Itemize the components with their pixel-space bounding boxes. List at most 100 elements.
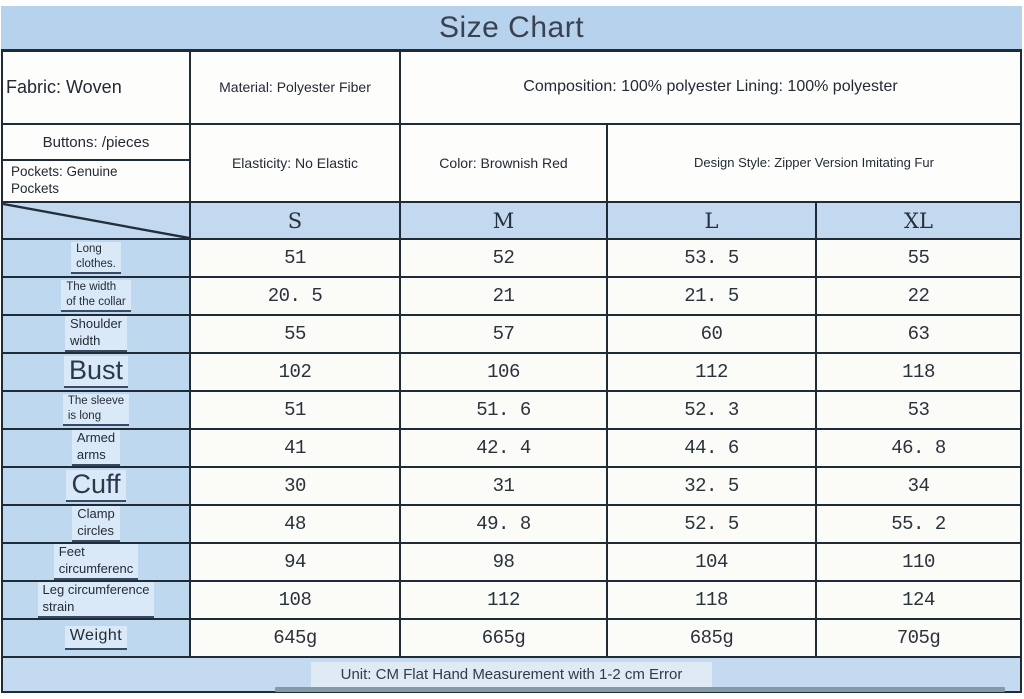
size-value-cell: 53. 5	[608, 240, 817, 276]
row-label: Bust	[63, 355, 129, 389]
size-value-cell: 104	[608, 544, 817, 580]
size-value-cell: 63	[817, 316, 1020, 352]
row-label: Cuff	[66, 469, 126, 503]
size-value-cell: 118	[608, 582, 817, 618]
size-header-m: M	[401, 203, 608, 238]
size-value-cell: 44. 6	[608, 430, 817, 466]
size-value-cell: 42. 4	[401, 430, 608, 466]
row-label-cell: Feet circumferenc	[3, 543, 191, 581]
row-label: Weight	[64, 626, 128, 650]
row-label: Armed arms	[71, 429, 121, 467]
material-cell: Material: Polyester Fiber	[191, 52, 401, 123]
table-row-leg-circumference: Leg circumference strain 108 112 118 124	[3, 581, 1020, 620]
size-value-cell: 34	[817, 468, 1020, 504]
size-value-cell: 21. 5	[608, 278, 817, 314]
size-value-cell: 20. 5	[191, 278, 401, 314]
product-info-table: Fabric: Woven Material: Polyester Fiber …	[1, 52, 1022, 203]
row-label: Shoulder width	[64, 315, 128, 353]
size-value-cell: 21	[401, 278, 608, 314]
table-row-long-clothes: Long clothes. 51 52 53. 5 55	[3, 240, 1020, 278]
size-value-cell: 705g	[817, 620, 1020, 656]
table-row-armed-arms: Armed arms 41 42. 4 44. 6 46. 8	[3, 429, 1020, 468]
size-value-cell: 118	[817, 354, 1020, 390]
buttons-pockets-stack: Buttons: /pieces Pockets: Genuine Pocket…	[3, 125, 191, 201]
row-label: Long clothes.	[71, 241, 121, 275]
size-value-cell: 685g	[608, 620, 817, 656]
size-value-cell: 41	[191, 430, 401, 466]
size-value-cell: 110	[817, 544, 1020, 580]
size-header-row: S M L XL	[3, 203, 1020, 240]
size-value-cell: 48	[191, 506, 401, 542]
size-value-cell: 57	[401, 316, 608, 352]
row-label-cell: Shoulder width	[3, 315, 191, 353]
size-value-cell: 55	[191, 316, 401, 352]
elasticity-cell: Elasticity: No Elastic	[191, 125, 401, 201]
table-row-bust: Bust 102 106 112 118	[3, 354, 1020, 392]
size-value-cell: 94	[191, 544, 401, 580]
size-value-cell: 112	[608, 354, 817, 390]
size-value-cell: 53	[817, 392, 1020, 428]
table-row-weight: Weight 645g 665g 685g 705g	[3, 620, 1020, 658]
unit-note: Unit: CM Flat Hand Measurement with 1-2 …	[310, 662, 713, 687]
size-value-cell: 106	[401, 354, 608, 390]
size-value-cell: 51. 6	[401, 392, 608, 428]
size-value-cell: 52	[401, 240, 608, 276]
footer-underline	[275, 687, 1005, 692]
table-row-shoulder-width: Shoulder width 55 57 60 63	[3, 315, 1020, 354]
table-row-cuff: Cuff 30 31 32. 5 34	[3, 468, 1020, 506]
row-label: The sleeve is long	[62, 393, 130, 427]
info-row-1: Fabric: Woven Material: Polyester Fiber …	[3, 52, 1020, 125]
design-style-cell: Design Style: Zipper Version Imitating F…	[694, 154, 934, 170]
size-value-cell: 98	[401, 544, 608, 580]
composition-cell: Composition: 100% polyester Lining: 100%…	[523, 78, 898, 96]
row-label-cell: Cuff	[3, 468, 191, 504]
row-label: The width of the collar	[61, 279, 131, 313]
size-value-cell: 124	[817, 582, 1020, 618]
row-label-cell: Bust	[3, 354, 191, 390]
table-row-clamp-circles: Clamp circles 48 49. 8 52. 5 55. 2	[3, 505, 1020, 544]
title-bar: Size Chart	[1, 6, 1022, 52]
size-value-cell: 55. 2	[817, 506, 1020, 542]
color-cell: Color: Brownish Red	[401, 125, 608, 201]
size-value-cell: 52. 3	[608, 392, 817, 428]
size-value-cell: 22	[817, 278, 1020, 314]
size-table: S M L XL Long clothes. 51 52 53. 5 55 Th…	[1, 203, 1022, 658]
row-label-cell: Long clothes.	[3, 240, 191, 276]
size-header-xl: XL	[817, 203, 1020, 238]
size-value-cell: 46. 8	[817, 430, 1020, 466]
row-label-cell: The sleeve is long	[3, 392, 191, 428]
row-label-cell: Armed arms	[3, 429, 191, 467]
row-label-cell: The width of the collar	[3, 278, 191, 314]
size-value-cell: 51	[191, 240, 401, 276]
size-value-cell: 102	[191, 354, 401, 390]
table-row-sleeve-length: The sleeve is long 51 51. 6 52. 3 53	[3, 392, 1020, 430]
size-value-cell: 665g	[401, 620, 608, 656]
page-title: Size Chart	[438, 10, 585, 44]
size-value-cell: 49. 8	[401, 506, 608, 542]
size-chart-sheet: Size Chart Fabric: Woven Material: Polye…	[1, 6, 1022, 693]
info-row-2: Buttons: /pieces Pockets: Genuine Pocket…	[3, 125, 1020, 203]
size-value-cell: 645g	[191, 620, 401, 656]
fabric-cell: Fabric: Woven	[3, 52, 191, 123]
size-value-cell: 52. 5	[608, 506, 817, 542]
row-label: Feet circumferenc	[53, 543, 139, 581]
buttons-cell: Buttons: /pieces	[3, 125, 189, 161]
size-value-cell: 55	[817, 240, 1020, 276]
size-value-cell: 60	[608, 316, 817, 352]
row-label-cell: Clamp circles	[3, 505, 191, 543]
diagonal-line	[3, 203, 189, 238]
row-label-cell: Leg circumference strain	[3, 581, 191, 619]
diagonal-corner-cell	[3, 203, 191, 238]
size-value-cell: 112	[401, 582, 608, 618]
row-label: Leg circumference strain	[37, 581, 155, 619]
size-value-cell: 51	[191, 392, 401, 428]
pockets-cell: Pockets: Genuine Pockets	[11, 164, 118, 196]
size-header-s: S	[191, 203, 401, 238]
row-label: Clamp circles	[72, 505, 120, 543]
table-row-collar-width: The width of the collar 20. 5 21 21. 5 2…	[3, 278, 1020, 316]
row-label-cell: Weight	[3, 620, 191, 656]
table-row-feet-circumference: Feet circumferenc 94 98 104 110	[3, 543, 1020, 582]
footer-note-bar: Unit: CM Flat Hand Measurement with 1-2 …	[1, 658, 1022, 693]
size-value-cell: 32. 5	[608, 468, 817, 504]
